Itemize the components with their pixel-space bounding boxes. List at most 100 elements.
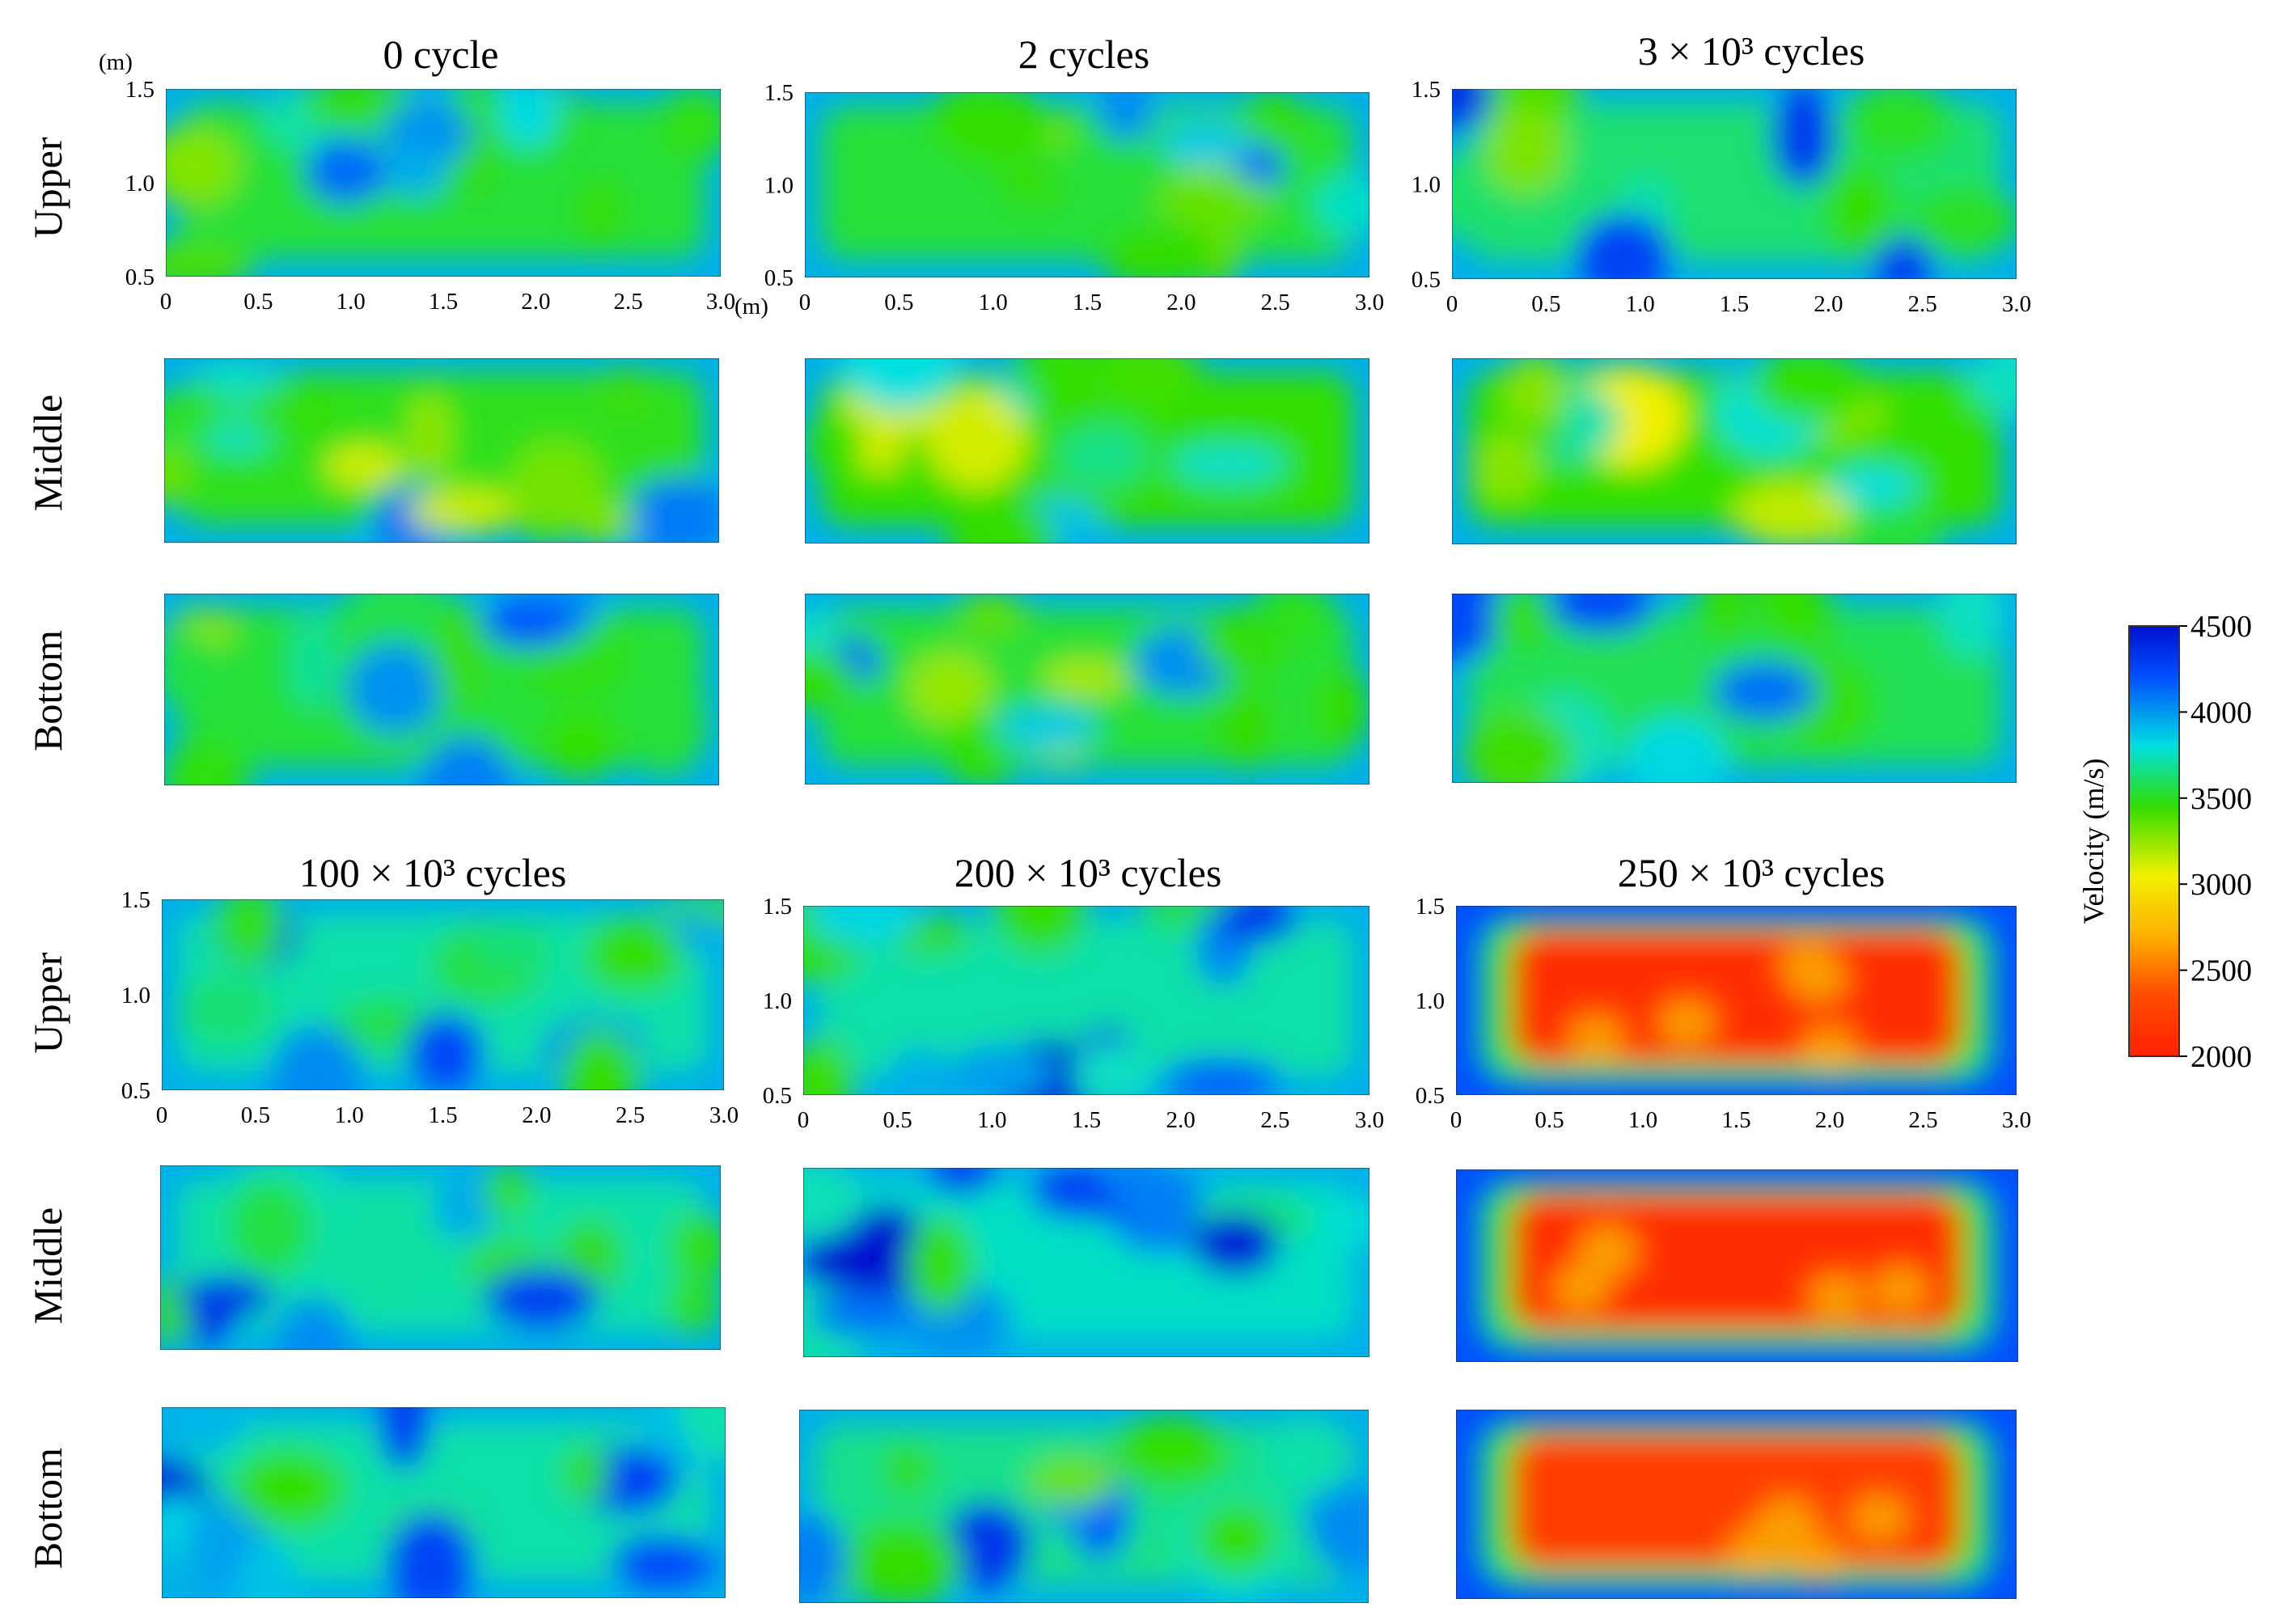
x-tick-0-2: 1.0 (337, 289, 366, 315)
x-tick-4-4: 2.0 (1166, 1107, 1196, 1133)
heatmap-0-bottom (164, 594, 719, 785)
x-tick-0-6: 3.0 (706, 289, 735, 315)
x-tick-0-1: 0.5 (243, 289, 273, 315)
colorbar-tick-5: 2000 (2190, 1040, 2252, 1074)
heatmap-2-middle (1452, 358, 2017, 544)
row-label-middle-bottom: Middle (25, 1207, 70, 1324)
x-tick-1-4: 2.0 (1166, 290, 1196, 315)
x-tick-5-1: 0.5 (1534, 1107, 1564, 1133)
colorbar-label: Velocity (m/s) (2077, 759, 2110, 924)
heatmap-0-middle (164, 358, 719, 543)
panel-title-2: 3 × 10³ cycles (1638, 28, 1865, 74)
x-tick-1-2: 1.0 (979, 290, 1008, 315)
panel-title-4: 200 × 10³ cycles (954, 850, 1222, 895)
x-tick-1-6: 3.0 (1355, 290, 1384, 315)
x-tick-2-4: 2.0 (1814, 291, 1843, 317)
heatmap-4-upper (803, 906, 1369, 1095)
x-tick-4-2: 1.0 (977, 1107, 1006, 1133)
heatmap-0-upper (166, 89, 721, 277)
row-label-bottom-top: Bottom (25, 630, 70, 751)
heatmap-2-upper (1452, 89, 2017, 279)
y-tick-4-2: 1.5 (763, 894, 792, 920)
y-tick-2-2: 1.5 (1412, 77, 1441, 103)
x-tick-2-6: 3.0 (2002, 291, 2031, 317)
y-tick-5-1: 1.0 (1416, 988, 1445, 1014)
colorbar-tick-3: 3000 (2190, 868, 2252, 902)
unit-label-y: (m) (99, 49, 133, 75)
x-tick-5-3: 1.5 (1721, 1107, 1750, 1133)
x-tick-2-2: 1.0 (1626, 291, 1655, 317)
row-label-bottom-bottom: Bottom (25, 1448, 70, 1569)
y-tick-4-0: 0.5 (763, 1083, 792, 1109)
x-tick-5-2: 1.0 (1628, 1107, 1657, 1133)
colorbar-tick-2: 3500 (2190, 782, 2252, 816)
x-tick-0-4: 2.0 (521, 289, 550, 315)
x-tick-5-6: 3.0 (2002, 1107, 2031, 1133)
y-tick-3-1: 1.0 (121, 983, 150, 1009)
x-tick-2-0: 0 (1446, 291, 1458, 317)
panel-title-3: 100 × 10³ cycles (299, 850, 567, 895)
colorbar (2128, 625, 2180, 1057)
y-tick-1-0: 0.5 (764, 265, 794, 291)
row-label-middle-top: Middle (25, 395, 70, 511)
x-tick-3-2: 1.0 (335, 1102, 364, 1128)
y-tick-2-0: 0.5 (1412, 267, 1441, 293)
x-tick-5-0: 0 (1450, 1107, 1462, 1133)
x-tick-2-1: 0.5 (1531, 291, 1560, 317)
y-tick-3-2: 1.5 (121, 887, 150, 913)
y-tick-1-1: 1.0 (764, 173, 794, 199)
x-tick-1-1: 0.5 (884, 290, 913, 315)
unit-label-x: (m) (734, 294, 768, 319)
x-tick-3-1: 0.5 (241, 1102, 270, 1128)
y-tick-1-2: 1.5 (764, 80, 794, 106)
x-tick-3-0: 0 (156, 1102, 168, 1128)
x-tick-3-3: 1.5 (428, 1102, 457, 1128)
panel-title-1: 2 cycles (1018, 32, 1149, 77)
x-tick-5-5: 2.5 (1908, 1107, 1937, 1133)
x-tick-0-5: 2.5 (614, 289, 643, 315)
x-tick-0-0: 0 (160, 289, 172, 315)
colorbar-ticks: 4500 4000 3500 3000 2500 2000 (2179, 610, 2252, 1074)
heatmap-3-upper (162, 899, 724, 1090)
x-tick-3-5: 2.5 (616, 1102, 645, 1128)
heatmap-1-middle (805, 358, 1369, 543)
x-tick-4-1: 0.5 (883, 1107, 912, 1133)
x-tick-5-4: 2.0 (1815, 1107, 1844, 1133)
heatmap-panels (160, 89, 2018, 1603)
x-tick-2-3: 1.5 (1720, 291, 1749, 317)
heatmap-1-upper (805, 92, 1369, 277)
colorbar-tick-0: 4500 (2190, 610, 2252, 644)
y-tick-0-2: 1.5 (125, 77, 154, 103)
heatmap-3-bottom (162, 1407, 726, 1598)
y-tick-0-1: 1.0 (125, 171, 154, 197)
heatmap-5-upper (1456, 906, 2017, 1095)
y-tick-0-0: 0.5 (125, 264, 154, 290)
heatmap-4-middle (803, 1168, 1369, 1357)
x-tick-1-5: 2.5 (1261, 290, 1290, 315)
heatmap-5-bottom (1456, 1410, 2017, 1599)
panel-title-0: 0 cycle (383, 32, 499, 77)
y-tick-5-2: 1.5 (1416, 894, 1445, 920)
x-tick-4-0: 0 (798, 1107, 810, 1133)
x-tick-3-6: 3.0 (709, 1102, 739, 1128)
colorbar-tick-1: 4000 (2190, 696, 2252, 730)
y-tick-4-1: 1.0 (763, 988, 792, 1014)
x-tick-4-6: 3.0 (1355, 1107, 1384, 1133)
x-tick-4-5: 2.5 (1260, 1107, 1289, 1133)
row-label-upper-bottom: Upper (25, 952, 70, 1053)
row-label-upper-top: Upper (25, 137, 70, 238)
y-tick-5-0: 0.5 (1416, 1083, 1445, 1109)
y-tick-2-1: 1.0 (1412, 172, 1441, 198)
x-tick-2-5: 2.5 (1908, 291, 1937, 317)
heatmap-2-bottom (1452, 594, 2017, 783)
heatmap-4-bottom (799, 1410, 1369, 1603)
x-tick-1-3: 1.5 (1073, 290, 1102, 315)
panel-axes: 0 0.5 1.0 1.5 2.0 2.5 3.00.51.01.50 0.5 1.0 1.5 2.… (121, 77, 2031, 1133)
x-tick-1-0: 0 (799, 290, 811, 315)
panel-title-5: 250 × 10³ cycles (1618, 850, 1886, 895)
x-tick-3-4: 2.0 (522, 1102, 551, 1128)
y-tick-3-0: 0.5 (121, 1078, 150, 1104)
colorbar-tick-4: 2500 (2190, 954, 2252, 988)
heatmap-3-middle (160, 1165, 721, 1350)
